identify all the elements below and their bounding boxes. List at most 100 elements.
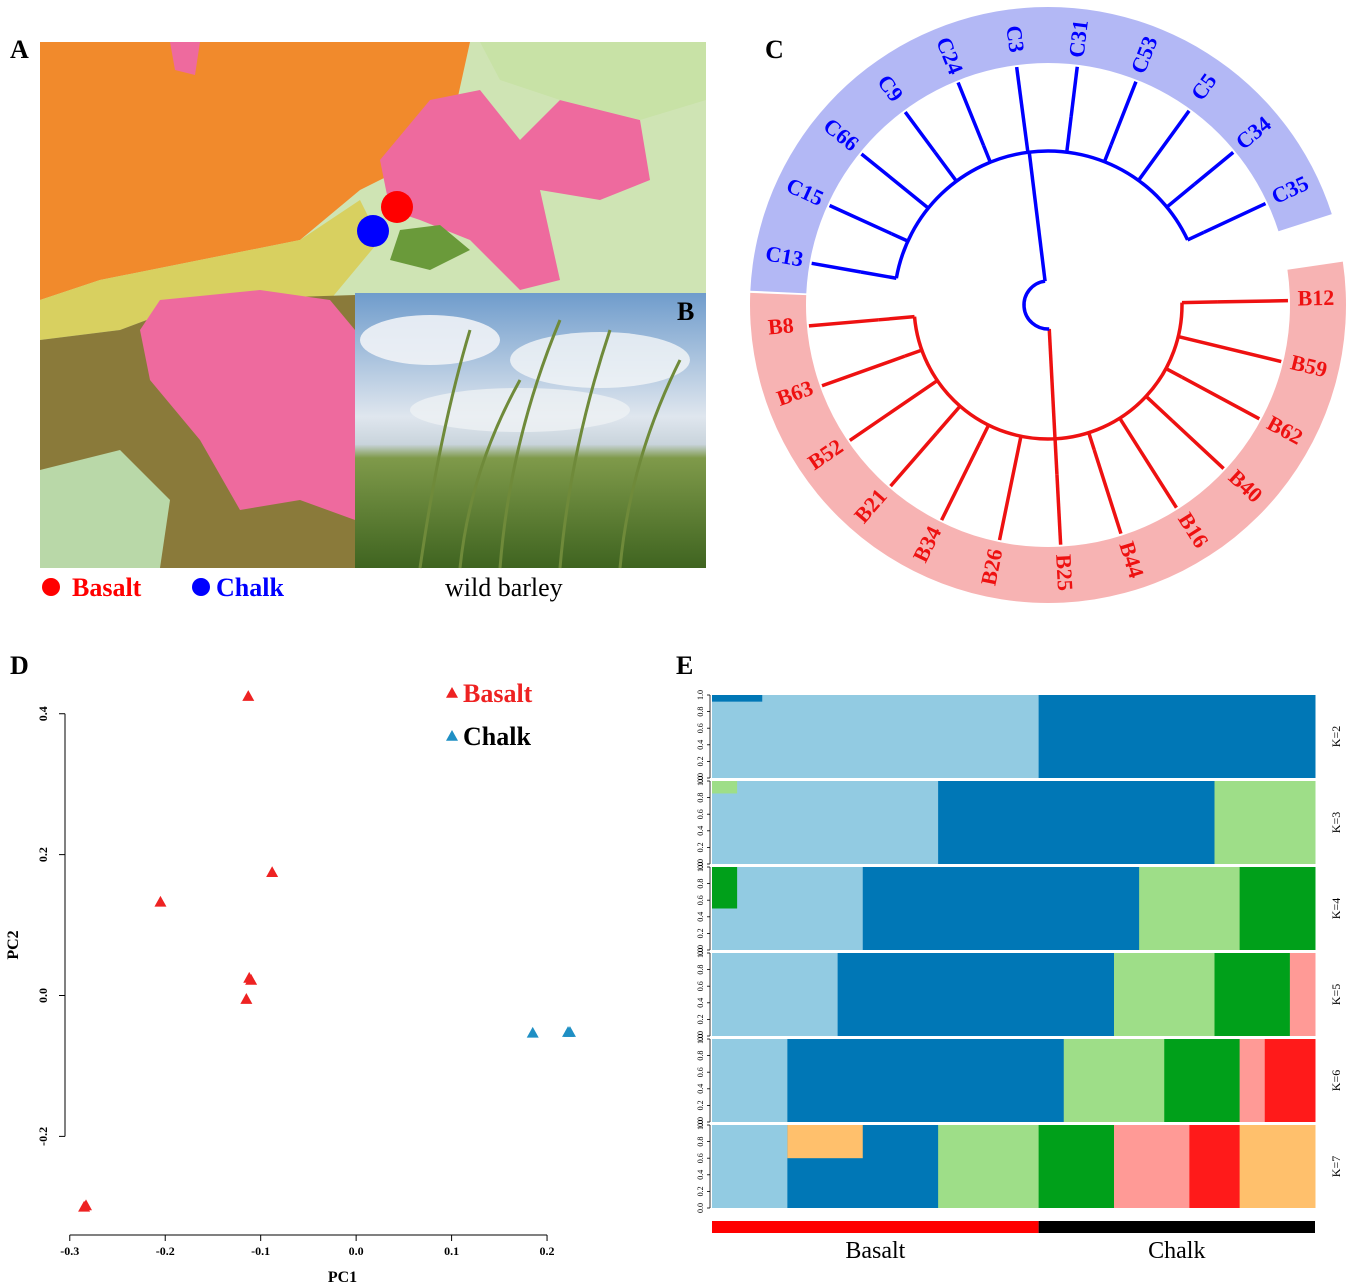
y-tick-label: 0.4 — [696, 826, 705, 836]
membership-block — [712, 1039, 788, 1122]
branch — [1089, 433, 1094, 450]
branch — [1111, 82, 1136, 145]
figure: A B C D E Basalt Chalk wild barley C13C1… — [0, 0, 1352, 1287]
point — [154, 896, 166, 907]
y-tick-label: 0.4 — [696, 912, 705, 922]
clade-ring — [750, 262, 1346, 603]
y-axis-label: PC2 — [5, 930, 22, 959]
k-label: K=3 — [1329, 812, 1343, 833]
branch — [1024, 281, 1049, 329]
branch — [1049, 329, 1055, 439]
leaf-label: C31 — [1064, 18, 1093, 59]
y-tick-label: 0.4 — [696, 1084, 705, 1094]
y-tick-label: 0.8 — [696, 1137, 705, 1147]
y-tick-label: 0.2 — [36, 847, 50, 862]
branch — [958, 82, 983, 145]
branch — [1071, 67, 1077, 117]
membership-block — [1240, 1125, 1316, 1208]
membership-block — [787, 1039, 1064, 1122]
membership-block — [1114, 953, 1215, 1036]
y-tick-label: 0.8 — [696, 793, 705, 803]
y-tick-label: 0.6 — [696, 809, 705, 819]
branch — [1172, 421, 1223, 469]
y-tick-label: 1.0 — [696, 776, 705, 786]
membership-block — [712, 1125, 788, 1208]
x-tick-label: -0.1 — [251, 1244, 270, 1258]
branch — [1139, 111, 1190, 181]
membership-block — [1139, 867, 1240, 950]
membership-block — [1114, 1125, 1190, 1208]
leaf-label: B25 — [1051, 554, 1078, 592]
membership-block — [1064, 1039, 1165, 1122]
y-tick-label: 0.8 — [696, 965, 705, 975]
photo — [355, 293, 706, 568]
branch — [1120, 418, 1177, 508]
branch — [891, 433, 937, 486]
membership-block — [712, 695, 1039, 778]
branch — [942, 441, 981, 520]
x-tick-label: 0.0 — [349, 1244, 364, 1258]
membership-block — [1215, 781, 1316, 864]
y-tick-label: 0.6 — [696, 723, 705, 733]
leaf-label: B12 — [1297, 285, 1334, 311]
y-tick-label: 0.2 — [696, 756, 705, 766]
branch — [984, 146, 991, 163]
branch — [1195, 152, 1234, 184]
branch — [879, 317, 915, 320]
legend-label: Chalk — [463, 722, 531, 751]
branch — [1094, 450, 1121, 534]
membership-block — [1189, 1125, 1240, 1208]
legend-label: Chalk — [216, 573, 284, 602]
y-tick-label: 0.4 — [696, 998, 705, 1008]
point — [266, 866, 278, 877]
structure-plot: 0.00.20.40.60.81.0K=20.00.20.40.60.81.0K… — [696, 690, 1343, 1264]
branch — [1218, 301, 1288, 302]
branch — [1167, 184, 1195, 207]
point — [243, 972, 255, 983]
x-tick-label: 0.1 — [444, 1244, 459, 1258]
y-tick-label: -0.2 — [36, 1127, 50, 1146]
y-tick-label: 1.0 — [696, 862, 705, 872]
y-tick-label: 0.6 — [696, 1067, 705, 1077]
panel-label: A — [10, 35, 29, 64]
y-tick-label: 0.0 — [36, 988, 50, 1003]
membership-block — [938, 781, 1215, 864]
branch — [915, 303, 1182, 439]
branch — [1055, 439, 1057, 475]
panel-label: B — [677, 297, 694, 326]
leaf-label: B8 — [767, 312, 795, 339]
k-label: K=7 — [1329, 1156, 1343, 1177]
y-tick-label: 0.8 — [696, 707, 705, 717]
membership-overlay — [712, 695, 762, 702]
branch — [830, 205, 892, 233]
branch — [1178, 337, 1281, 362]
y-tick-label: 0.4 — [696, 1170, 705, 1180]
x-tick-label: -0.3 — [60, 1244, 79, 1258]
membership-block — [1215, 953, 1291, 1036]
legend-label: Basalt — [463, 679, 533, 708]
tree: C13C15C66C9C24C3C31C53C5C34C35B8B63B52B2… — [750, 7, 1346, 603]
membership-block — [712, 953, 838, 1036]
leaf-label: C3 — [1001, 24, 1029, 54]
group-label: Chalk — [1148, 1238, 1205, 1264]
branch — [1057, 475, 1061, 545]
membership-block — [712, 781, 939, 864]
branch — [936, 406, 960, 433]
membership-block — [1240, 1039, 1266, 1122]
branch — [1188, 232, 1204, 240]
group-bar — [712, 1221, 1039, 1233]
legend-dot — [192, 578, 210, 596]
k-label: K=5 — [1329, 984, 1343, 1005]
panel-label: D — [10, 651, 29, 680]
point — [240, 993, 252, 1004]
basalt-site — [381, 191, 413, 223]
membership-block — [1039, 1125, 1115, 1208]
x-tick-label: -0.2 — [156, 1244, 175, 1258]
group-bar — [1039, 1221, 1315, 1233]
legend-label: Basalt — [72, 573, 142, 602]
branch — [861, 154, 928, 208]
y-tick-label: 0.4 — [36, 706, 50, 721]
chalk-site — [357, 215, 389, 247]
membership-block — [938, 1125, 1039, 1208]
